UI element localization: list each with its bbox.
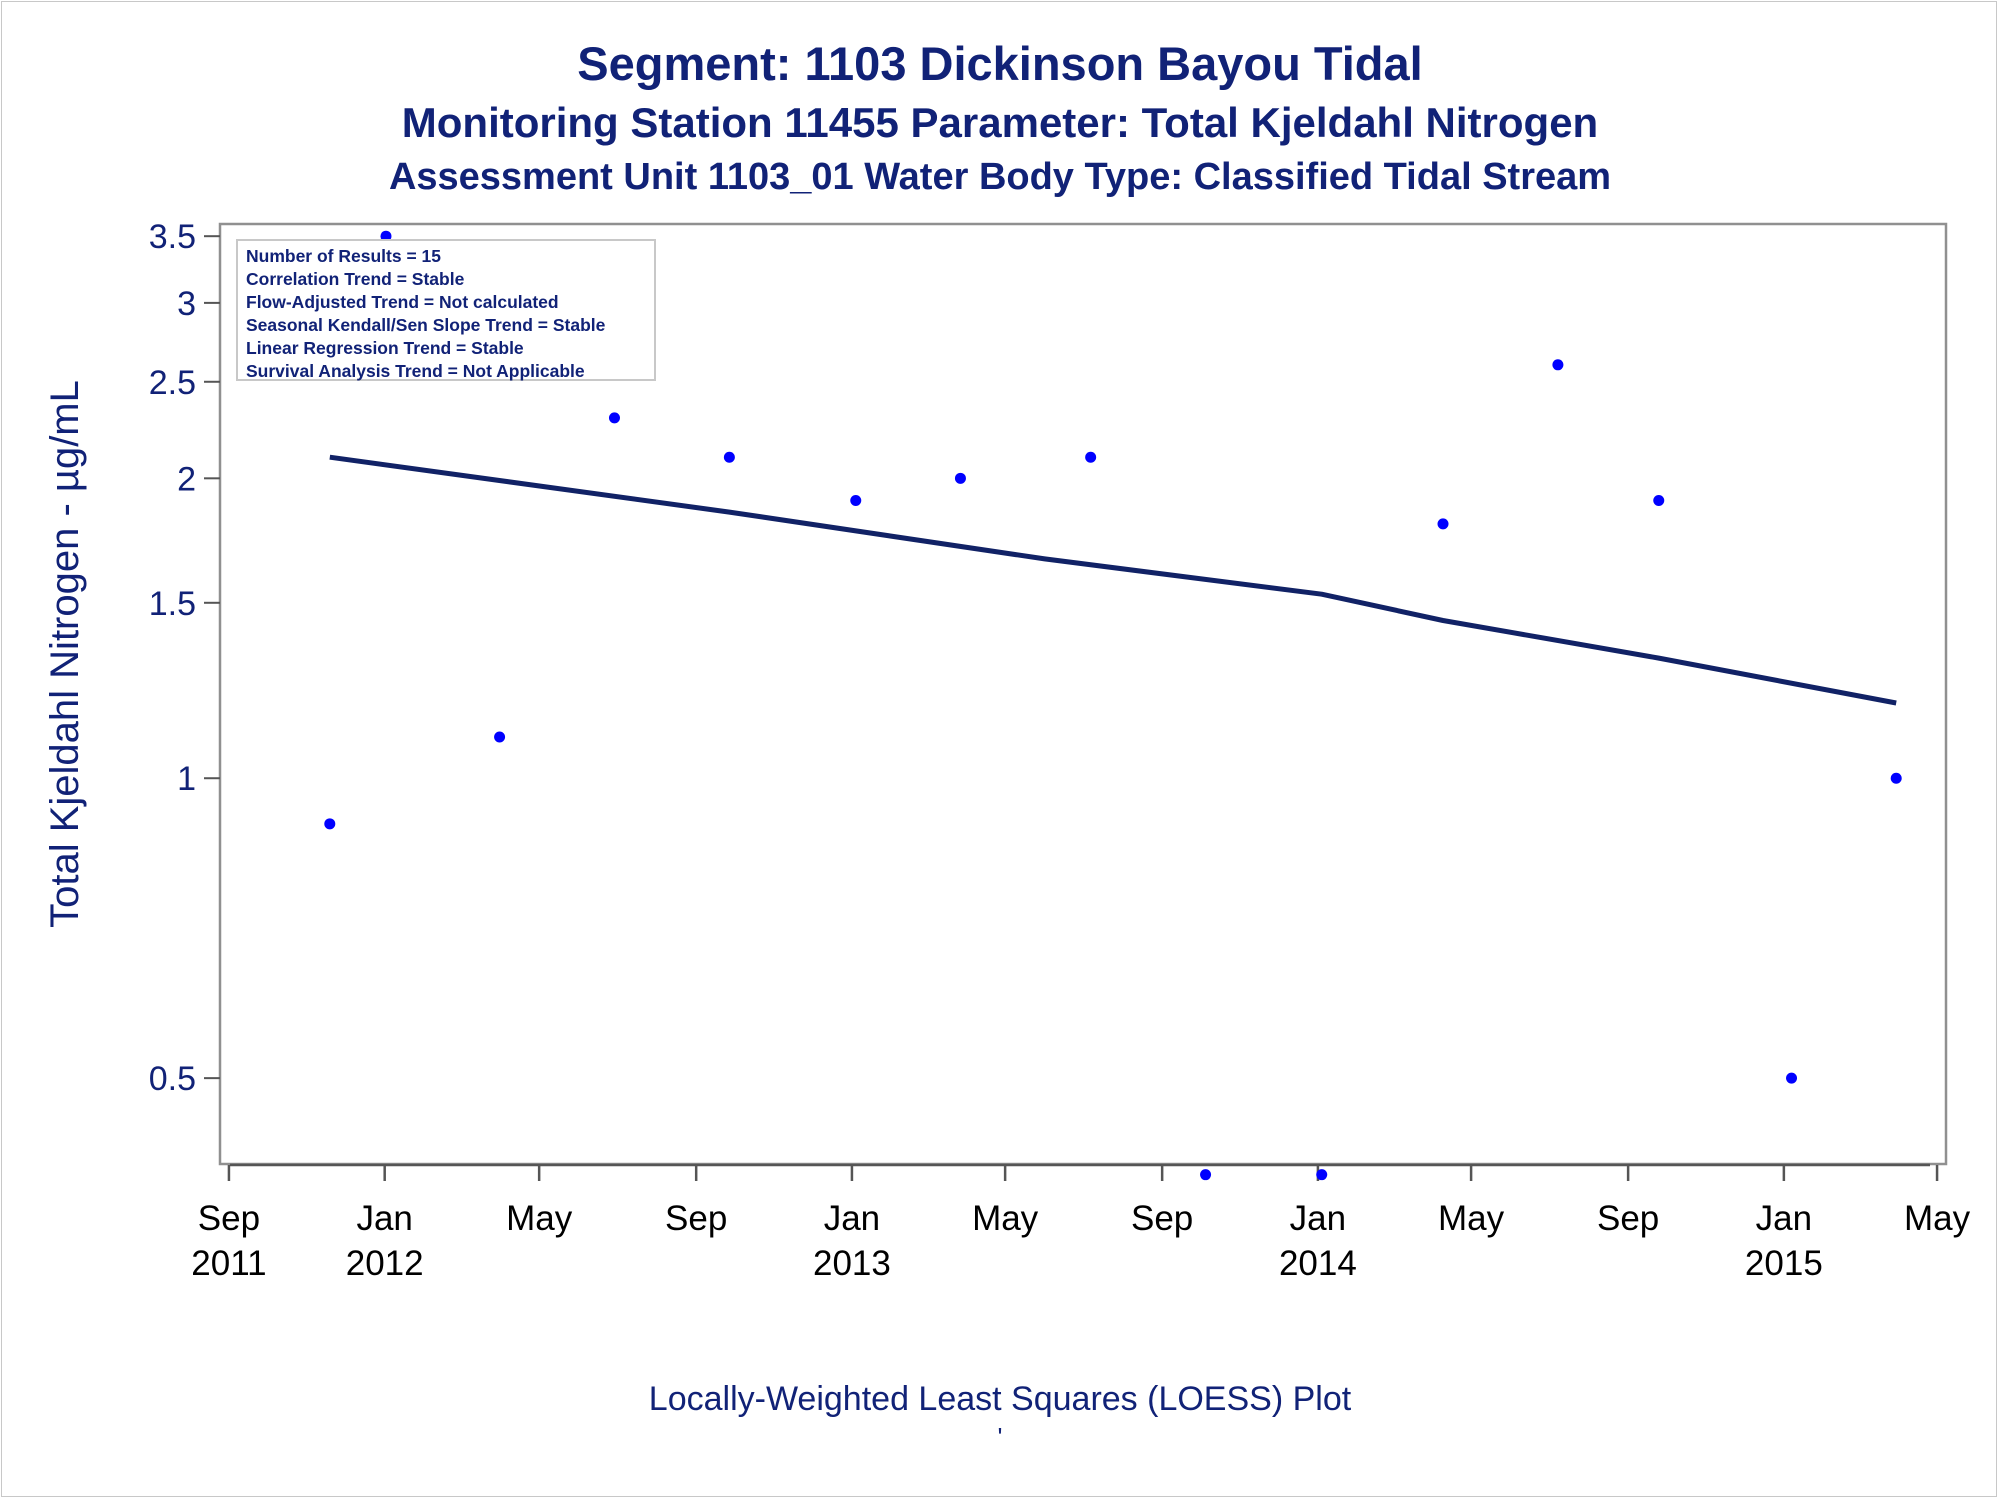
x-tick-label-year: 2015 bbox=[1745, 1244, 1823, 1283]
x-tick-label-month: Jan bbox=[1290, 1199, 1346, 1238]
x-tick-label-year: 2013 bbox=[813, 1244, 891, 1283]
x-tick-label-month: Sep bbox=[1131, 1199, 1193, 1238]
chart-footnote-mark: ' bbox=[997, 1422, 1003, 1452]
x-tick-label-month: May bbox=[972, 1199, 1039, 1238]
chart-subtitle: Monitoring Station 11455 Parameter: Tota… bbox=[401, 99, 1599, 146]
x-tick-label-month: Sep bbox=[198, 1199, 260, 1238]
x-tick-label-month: May bbox=[1438, 1199, 1505, 1238]
loess-trend-line bbox=[329, 454, 1897, 706]
data-point bbox=[1316, 1169, 1328, 1181]
stat-line-linear-regression: Linear Regression Trend = Stable bbox=[246, 338, 524, 358]
x-tick-label-year: 2014 bbox=[1279, 1244, 1357, 1283]
x-tick-label-month: Jan bbox=[356, 1199, 412, 1238]
data-point bbox=[324, 818, 336, 830]
chart-subtitle-2: Assessment Unit 1103_01 Water Body Type:… bbox=[388, 156, 1612, 198]
stat-line-correlation: Correlation Trend = Stable bbox=[246, 269, 465, 289]
stat-line-flow-adjusted: Flow-Adjusted Trend = Not calculated bbox=[246, 292, 559, 312]
y-tick-label: 2.5 bbox=[149, 364, 196, 402]
y-tick-label: 0.5 bbox=[149, 1060, 196, 1098]
data-point bbox=[1890, 772, 1902, 784]
stat-line-results: Number of Results = 15 bbox=[246, 246, 441, 266]
data-point bbox=[1437, 518, 1449, 530]
data-point bbox=[380, 230, 392, 242]
y-tick-label: 1.5 bbox=[149, 585, 196, 623]
y-tick-label: 3 bbox=[177, 285, 196, 323]
stat-line-seasonal-kendall: Seasonal Kendall/Sen Slope Trend = Stabl… bbox=[246, 315, 606, 335]
data-point bbox=[1653, 495, 1665, 507]
chart-footnote: Locally-Weighted Least Squares (LOESS) P… bbox=[648, 1380, 1352, 1418]
stat-line-survival-analysis: Survival Analysis Trend = Not Applicable bbox=[246, 361, 585, 381]
chart-title: Segment: 1103 Dickinson Bayou Tidal bbox=[577, 37, 1423, 90]
x-tick-label-month: Jan bbox=[824, 1199, 880, 1238]
y-axis-label: Total Kjeldahl Nitrogen - µg/mL bbox=[43, 380, 87, 928]
x-tick-label-month: Jan bbox=[1756, 1199, 1812, 1238]
y-tick-label: 2 bbox=[177, 460, 196, 498]
x-tick-label-month: Sep bbox=[665, 1199, 727, 1238]
x-tick-label-month: May bbox=[506, 1199, 573, 1238]
data-point bbox=[1786, 1072, 1798, 1084]
x-tick-label-month: May bbox=[1904, 1199, 1971, 1238]
stats-legend-box: Number of Results = 15 Correlation Trend… bbox=[236, 239, 656, 381]
data-point bbox=[494, 731, 506, 743]
data-point bbox=[1085, 451, 1097, 463]
data-point bbox=[954, 472, 966, 484]
x-tick-label-year: 2011 bbox=[191, 1244, 266, 1283]
data-point bbox=[608, 412, 620, 424]
data-point bbox=[1552, 359, 1564, 371]
x-tick-label-year: 2012 bbox=[346, 1244, 424, 1283]
data-point bbox=[723, 451, 735, 463]
y-tick-label: 1 bbox=[177, 760, 196, 798]
data-point bbox=[1200, 1169, 1212, 1181]
y-tick-label: 3.5 bbox=[149, 218, 196, 256]
data-point bbox=[850, 495, 862, 507]
x-tick-label-month: Sep bbox=[1597, 1199, 1659, 1238]
